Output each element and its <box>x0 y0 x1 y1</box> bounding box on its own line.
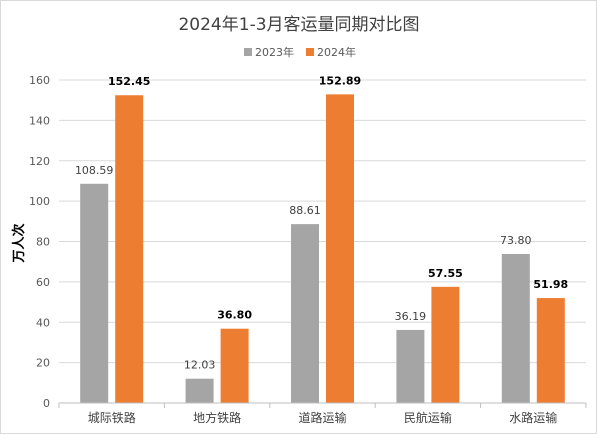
data-label: 36.80 <box>217 309 252 322</box>
data-label: 57.55 <box>428 267 463 280</box>
legend: 2023年 2024年 <box>244 45 356 59</box>
y-tick-label: 0 <box>43 397 50 410</box>
x-tick-label: 城际铁路 <box>88 410 136 425</box>
y-tick-label: 40 <box>36 316 50 329</box>
y-tick-label: 120 <box>29 155 50 168</box>
bar-series-1 <box>80 183 109 403</box>
bars <box>80 94 565 404</box>
y-tick-label: 100 <box>29 195 50 208</box>
x-tick-label: 水路运输 <box>509 410 557 425</box>
data-label: 108.59 <box>75 164 114 177</box>
y-tick-label: 80 <box>36 236 50 249</box>
x-tick-label: 民航运输 <box>404 410 452 425</box>
y-tick-label: 20 <box>36 357 50 370</box>
legend-swatch <box>244 48 252 56</box>
legend-label: 2024年 <box>317 45 356 59</box>
legend-label: 2023年 <box>255 45 294 59</box>
y-tick-label: 140 <box>29 114 50 127</box>
data-label: 36.19 <box>395 310 427 323</box>
data-label: 152.45 <box>108 75 150 88</box>
y-tick-labels: 0 20 40 60 80 100 120 140 160 <box>29 74 50 410</box>
bar-series-2 <box>115 95 144 403</box>
data-label: 12.03 <box>184 359 216 372</box>
bar-series-1 <box>396 329 425 403</box>
bar-series-2 <box>536 298 565 403</box>
data-label: 88.61 <box>289 204 321 217</box>
bar-series-1 <box>501 254 530 403</box>
x-tick-label: 道路运输 <box>298 410 346 425</box>
y-tick-label: 160 <box>29 74 50 87</box>
legend-swatch <box>306 48 314 56</box>
gridlines <box>59 79 586 364</box>
data-label: 51.98 <box>533 278 568 291</box>
bar-series-1 <box>185 378 214 403</box>
y-tick-label: 60 <box>36 276 50 289</box>
chart-title: 2024年1-3月客运量同期对比图 <box>178 15 419 35</box>
bar-series-2 <box>431 286 460 403</box>
data-label: 152.89 <box>319 74 361 87</box>
bar-series-1 <box>291 224 319 403</box>
x-tick-label: 地方铁路 <box>193 410 241 425</box>
bar-series-2 <box>326 94 354 404</box>
y-axis-label: 万人次 <box>11 223 27 263</box>
x-tick-labels: 城际铁路 地方铁路 道路运输 民航运输 水路运输 <box>58 403 587 425</box>
data-label: 73.80 <box>500 234 532 247</box>
bar-series-2 <box>220 328 249 403</box>
data-labels: 108.59 152.45 12.03 36.80 88.61 152.89 36.19 57… <box>75 74 568 371</box>
